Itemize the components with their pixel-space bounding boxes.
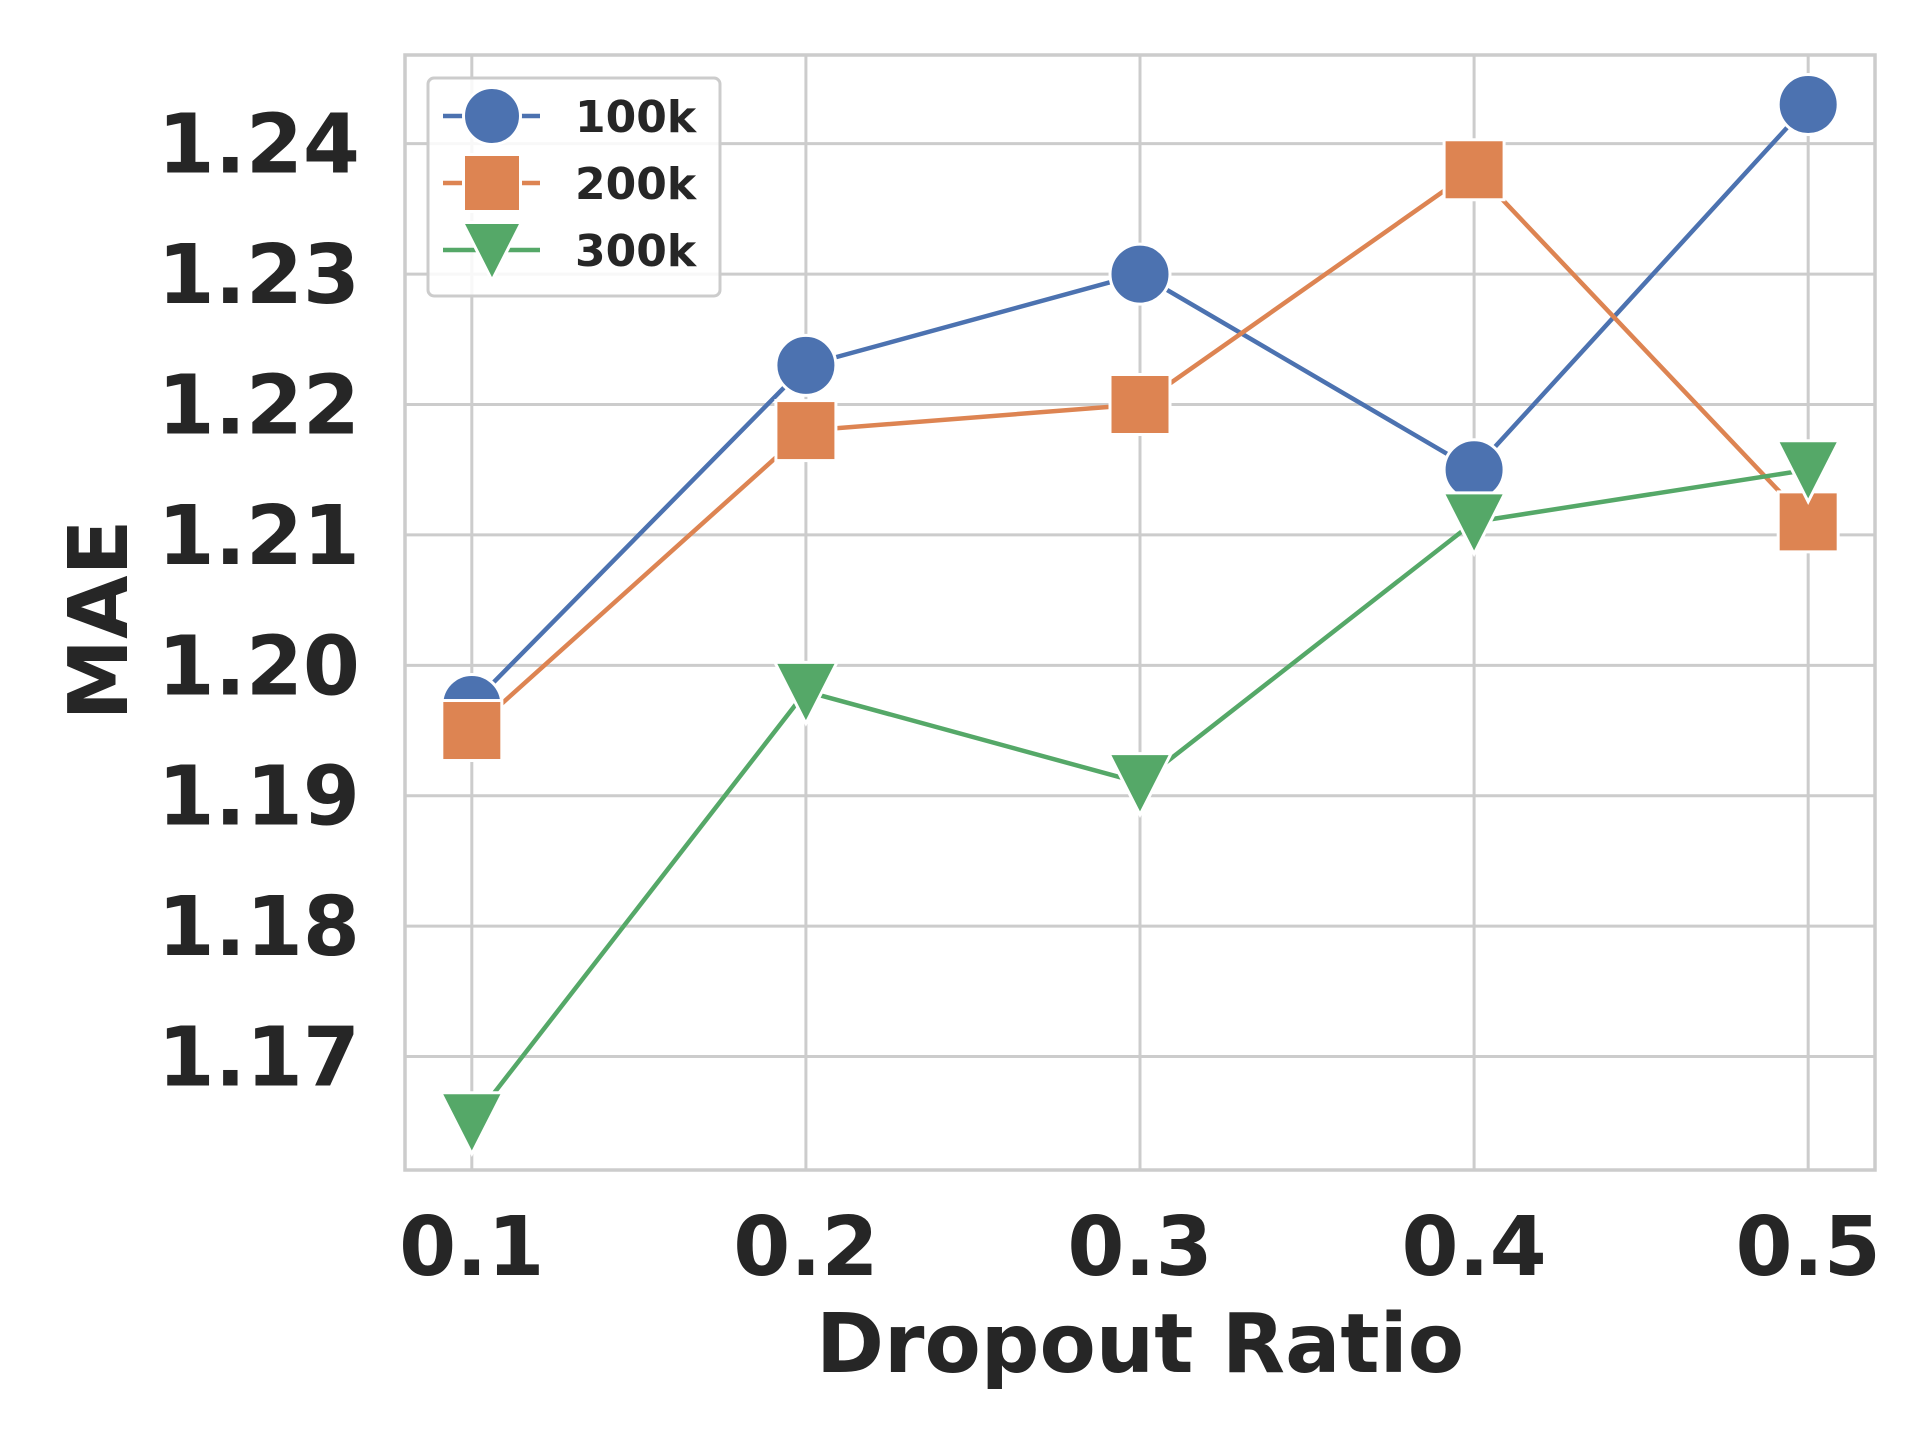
legend-label-200k: 200k <box>575 159 698 210</box>
series-layer <box>438 73 1842 1158</box>
x-tick-label: 0.5 <box>1736 1200 1881 1295</box>
x-tick-label: 0.4 <box>1401 1200 1546 1295</box>
y-tick-label: 1.18 <box>158 880 360 975</box>
data-point-circle <box>1108 242 1172 306</box>
data-point-square <box>462 153 522 213</box>
data-point-circle <box>1442 438 1506 502</box>
y-tick-label: 1.19 <box>158 750 360 845</box>
x-tick-label: 0.3 <box>1067 1200 1212 1295</box>
y-tick-label: 1.24 <box>158 98 360 193</box>
legend: 100k 200k 300k <box>426 76 722 298</box>
data-point-triangle <box>1440 491 1508 558</box>
y-tick-label: 1.17 <box>158 1011 360 1106</box>
data-point-triangle <box>438 1091 506 1158</box>
x-tick-label: 0.2 <box>733 1200 878 1295</box>
data-point-triangle <box>1774 439 1842 506</box>
data-point-square <box>1108 372 1172 436</box>
data-point-square <box>1442 138 1506 202</box>
legend-label-100k: 100k <box>575 92 698 143</box>
x-axis-label: Dropout Ratio <box>816 1297 1464 1392</box>
data-point-triangle <box>460 220 524 284</box>
data-point-square <box>774 399 838 463</box>
tick-labels: 0.1 0.2 0.3 0.4 0.5 1.17 1.18 1.19 1.20 1.21 1.22 1… <box>158 98 1881 1295</box>
plot-frame <box>403 53 1877 1172</box>
data-point-circle <box>1776 73 1840 137</box>
data-point-circle <box>462 86 522 146</box>
data-point-triangle <box>772 660 840 727</box>
data-point-circle <box>774 333 838 397</box>
y-tick-label: 1.21 <box>158 489 360 584</box>
x-tick-label: 0.1 <box>399 1200 544 1295</box>
y-tick-label: 1.23 <box>158 228 360 323</box>
y-axis-label: MAE <box>52 519 147 720</box>
data-point-triangle <box>1106 752 1174 818</box>
data-point-square <box>440 699 504 763</box>
legend-label-300k: 300k <box>575 226 698 277</box>
y-tick-label: 1.22 <box>158 358 360 453</box>
y-tick-label: 1.20 <box>158 619 360 714</box>
